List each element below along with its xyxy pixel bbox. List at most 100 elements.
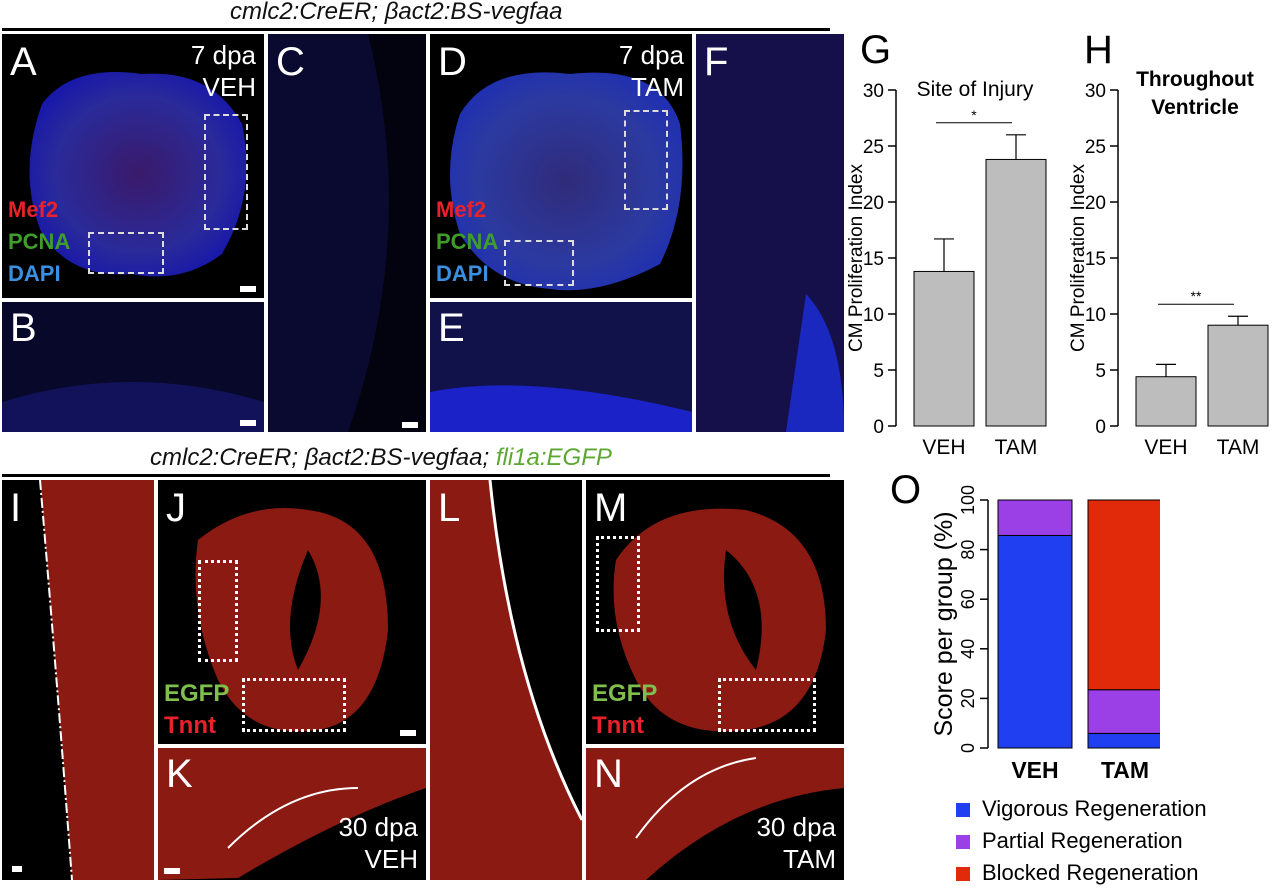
condition-label-a: VEH bbox=[202, 72, 256, 102]
condition-label-k: VEH bbox=[364, 844, 418, 874]
micrograph-panel-e: E bbox=[430, 302, 692, 432]
condition-label-d: TAM bbox=[631, 72, 684, 102]
chart-o-xlabel-tam: TAM bbox=[1101, 757, 1149, 783]
chart-o-ytick-label-1: 20 bbox=[958, 688, 978, 708]
chart-h-xlabel-veh: VEH bbox=[1144, 436, 1187, 459]
egfp-channel-label: EGFP bbox=[164, 680, 230, 707]
chart-h-ytick-label-1: 5 bbox=[1095, 361, 1106, 382]
chart-o-segment-tam-2 bbox=[1087, 499, 1160, 691]
pcna-channel-label: PCNA bbox=[8, 229, 71, 254]
panel-label-d: D bbox=[438, 40, 467, 84]
micrograph-panel-k: K 30 dpa VEH bbox=[158, 748, 426, 880]
legend-label-vigorous: Vigorous Regeneration bbox=[982, 796, 1207, 821]
inset-image-b bbox=[2, 302, 264, 432]
bottom-header-rule bbox=[2, 474, 830, 477]
scale-bar-c bbox=[402, 422, 418, 428]
tnnt-channel-label: Tnnt bbox=[164, 712, 216, 739]
micrograph-panel-b: B bbox=[2, 302, 264, 432]
mef2-channel-label: Mef2 bbox=[8, 197, 59, 222]
inset-box-d2 bbox=[504, 240, 574, 286]
legend-label-blocked: Blocked Regeneration bbox=[982, 860, 1199, 885]
chart-o-segment-veh-1 bbox=[997, 499, 1073, 536]
panel-label-a: A bbox=[10, 40, 37, 84]
tnnt-channel-label-m: Tnnt bbox=[592, 712, 644, 739]
chart-o-ytick-label-0: 0 bbox=[958, 743, 978, 753]
panel-label-f: F bbox=[704, 40, 729, 84]
chart-h-ylabel: CM Proliferation Index bbox=[1068, 164, 1089, 352]
panel-label-j: J bbox=[166, 486, 186, 530]
micrograph-panel-f: F bbox=[696, 34, 844, 432]
timepoint-label-n: 30 dpa bbox=[756, 812, 836, 842]
heart-section-image-a bbox=[29, 72, 247, 277]
scale-bar-j bbox=[400, 730, 416, 736]
panel-label-k: K bbox=[166, 752, 193, 796]
chart-g-ylabel: CM Proliferation Index bbox=[846, 164, 867, 352]
chart-g-svg: 0 5 10 15 20 25 30 CM Proliferation Index VEH TAM… bbox=[846, 81, 1047, 459]
wall-image-l bbox=[430, 480, 582, 880]
chart-o-segment-veh-0 bbox=[997, 534, 1073, 749]
heart-section-image-m bbox=[613, 508, 826, 732]
egfp-channel-label-m: EGFP bbox=[592, 680, 658, 707]
scale-bar-b bbox=[240, 420, 256, 426]
micrograph-panel-c: C bbox=[268, 34, 426, 432]
mef2-channel-label-d: Mef2 bbox=[436, 197, 487, 222]
chart-g-bar-veh bbox=[913, 270, 975, 427]
panel-label-i: I bbox=[10, 486, 22, 530]
inset-image-f bbox=[696, 34, 844, 432]
inset-image-e bbox=[430, 302, 692, 432]
bottom-header-text: cmlc2:CreER; βact2:BS-vegfaa; bbox=[150, 444, 490, 471]
panel-label-b: B bbox=[10, 306, 37, 350]
chart-h-ytick-label-5: 25 bbox=[1085, 137, 1106, 158]
scale-bar-k bbox=[164, 868, 180, 874]
chart-o-segment-tam-1 bbox=[1087, 689, 1160, 734]
chart-o-ytick-label-4: 80 bbox=[958, 540, 978, 560]
chart-h-ytick-label-2: 10 bbox=[1085, 305, 1106, 326]
chart-h-ytick-label-4: 20 bbox=[1085, 193, 1106, 214]
chart-g-title: Site of Injury bbox=[916, 78, 1034, 101]
chart-h-ytick-label-6: 30 bbox=[1085, 81, 1106, 102]
wall-image-i bbox=[2, 480, 154, 880]
chart-h-xlabel-tam: TAM bbox=[1217, 436, 1260, 459]
panel-label-e: E bbox=[438, 306, 465, 350]
chart-g-significance-marker: * bbox=[971, 107, 977, 123]
top-genotype-header: cmlc2:CreER; βact2:BS-vegfaa bbox=[230, 0, 563, 25]
inset-image-k bbox=[158, 748, 426, 880]
panel-label-c: C bbox=[276, 40, 305, 84]
inset-box-d1 bbox=[624, 110, 668, 210]
chart-o-ytick-label-5: 100 bbox=[958, 485, 978, 515]
micrograph-panel-i: I bbox=[2, 480, 154, 880]
micrograph-panel-n: N 30 dpa TAM bbox=[586, 748, 844, 880]
chart-h-ytick-label-0: 0 bbox=[1095, 417, 1106, 438]
inset-box-j2 bbox=[242, 678, 346, 732]
inset-box-m2 bbox=[718, 678, 816, 732]
panel-label-m: M bbox=[594, 486, 628, 530]
micrograph-panel-j: J EGFP Tnnt bbox=[158, 480, 426, 744]
inset-box-j1 bbox=[198, 560, 238, 662]
bottom-genotype-header: cmlc2:CreER; βact2:BS-vegfaa; fli1a:EGFP bbox=[150, 444, 612, 472]
chart-g-ytick-label-2: 10 bbox=[863, 305, 884, 326]
chart-h-bar-veh bbox=[1135, 376, 1197, 427]
timepoint-label-d: 7 dpa bbox=[618, 40, 684, 70]
legend-swatch-blocked bbox=[956, 867, 970, 881]
chart-h-svg: 0 5 10 15 20 25 30 CM Proliferation Index VEH TAM… bbox=[1068, 81, 1269, 459]
chart-g-ytick-label-0: 0 bbox=[873, 417, 884, 438]
chart-g-xlabel-tam: TAM bbox=[995, 436, 1038, 459]
chart-g-ytick-label-3: 15 bbox=[863, 249, 884, 270]
chart-g-bar-tam bbox=[985, 158, 1047, 427]
micrograph-panel-d: D 7 dpa TAM Mef2 PCNA DAPI bbox=[430, 34, 692, 298]
chart-h-title: Throughout Ventricle bbox=[1136, 68, 1254, 119]
panel-label-h: H bbox=[1084, 28, 1113, 72]
inset-box-m1 bbox=[596, 536, 640, 632]
chart-g-ytick-label-5: 25 bbox=[863, 137, 884, 158]
chart-o-ylabel: Score per group (%) bbox=[930, 511, 958, 736]
micrograph-panel-a: A 7 dpa VEH Mef2 PCNA DAPI bbox=[2, 34, 264, 298]
inset-image-c bbox=[268, 34, 426, 432]
chart-g-ytick-label-4: 20 bbox=[863, 193, 884, 214]
pcna-channel-label-d: PCNA bbox=[436, 229, 499, 254]
micrograph-panel-l: L bbox=[430, 480, 582, 880]
panel-label-l: L bbox=[438, 486, 461, 530]
chart-o-xlabel-veh: VEH bbox=[1011, 757, 1058, 783]
chart-g-ytick-label-6: 30 bbox=[863, 81, 884, 102]
chart-o-ytick-label-3: 60 bbox=[958, 589, 978, 609]
